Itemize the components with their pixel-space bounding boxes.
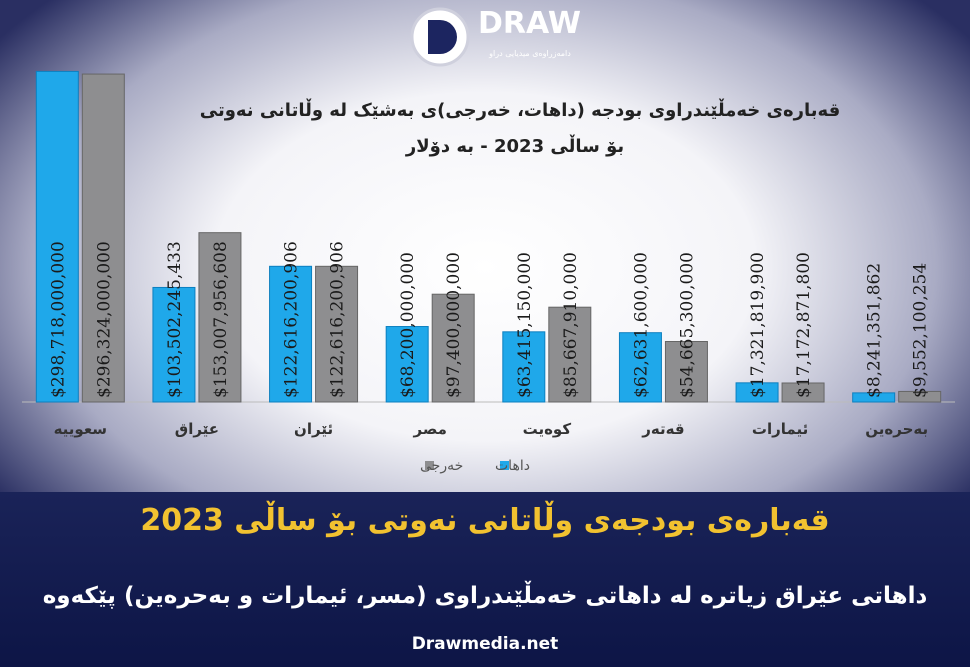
bar bbox=[664, 341, 708, 403]
value-label: $296,324,000,000 bbox=[94, 241, 114, 398]
legend-label: داهات bbox=[495, 458, 530, 474]
chart-title: بۆ ساڵی 2023 - بە دۆلار bbox=[405, 134, 624, 157]
chart: DRAW دامەزراوەی میدیایی دراو قەبارەی خەم… bbox=[22, 6, 955, 474]
bar bbox=[781, 382, 825, 403]
x-tick-label: سعوییە bbox=[54, 420, 107, 438]
bar bbox=[735, 382, 779, 403]
value-label: $62,631,600,000 bbox=[631, 252, 651, 398]
logo: DRAW دامەزراوەی میدیایی دراو bbox=[410, 6, 581, 67]
legend-swatch bbox=[425, 461, 434, 470]
value-label: $8,241,351,862 bbox=[865, 263, 885, 398]
value-label: $97,400,000,000 bbox=[444, 252, 464, 398]
value-label: $85,667,910,000 bbox=[561, 252, 581, 398]
bar bbox=[548, 306, 592, 403]
bar bbox=[198, 232, 242, 403]
x-tick-label: ئێران bbox=[294, 420, 333, 438]
value-label: $298,718,000,000 bbox=[48, 241, 68, 398]
x-tick-label: مصر bbox=[412, 420, 446, 438]
bar bbox=[315, 265, 359, 403]
subheadline: داهاتی عێراق زیاترە لە داهاتی خەمڵێندراو… bbox=[42, 583, 928, 609]
value-label: $63,415,150,000 bbox=[515, 252, 535, 398]
chart-title: قەبارەی خەمڵێندراوی بودجە (داهات، خەرجی)… bbox=[200, 98, 841, 121]
value-label: $54,665,300,000 bbox=[677, 252, 697, 398]
headline: قەبارەی بودجەی وڵاتانی نەوتی بۆ ساڵی 202… bbox=[140, 503, 830, 538]
value-label: $17,172,871,800 bbox=[794, 252, 814, 398]
value-label: $9,552,100,254 bbox=[911, 263, 931, 398]
bar bbox=[431, 293, 475, 403]
value-label: $122,616,200,906 bbox=[328, 241, 348, 398]
bar bbox=[502, 331, 546, 403]
x-tick-label: ئیمارات bbox=[752, 420, 808, 438]
bar bbox=[385, 326, 429, 403]
value-label: $103,502,245,433 bbox=[165, 241, 185, 398]
bar bbox=[81, 73, 125, 403]
value-label: $17,321,819,900 bbox=[748, 252, 768, 398]
caption-band bbox=[0, 492, 970, 667]
footer: Drawmedia.net bbox=[411, 634, 559, 654]
x-tick-label: کوەیت bbox=[523, 420, 572, 438]
logo-tagline: دامەزراوەی میدیایی دراو bbox=[488, 49, 571, 58]
bar bbox=[152, 286, 196, 403]
bar bbox=[618, 332, 662, 403]
bar bbox=[269, 265, 313, 403]
value-label: $122,616,200,906 bbox=[282, 241, 302, 398]
bar bbox=[35, 70, 79, 403]
x-tick-label: بەحرەین bbox=[865, 420, 928, 438]
value-label: $68,200,000,000 bbox=[398, 252, 418, 398]
logo-name: DRAW bbox=[478, 6, 581, 41]
x-tick-label: عێراق bbox=[175, 420, 219, 438]
legend-swatch bbox=[500, 461, 509, 470]
x-tick-label: قەتەر bbox=[641, 420, 684, 438]
bar bbox=[852, 392, 896, 403]
bar bbox=[898, 390, 942, 403]
legend-label: خەرجی bbox=[420, 458, 463, 474]
value-label: $153,007,956,608 bbox=[211, 241, 231, 398]
